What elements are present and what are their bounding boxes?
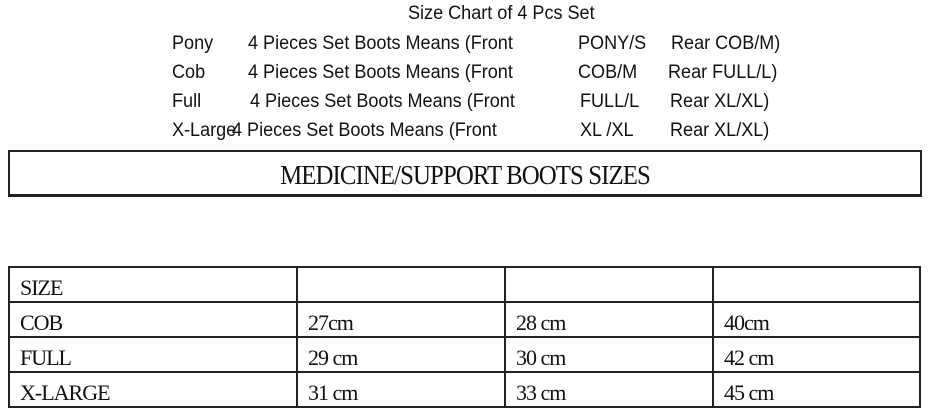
set-rear: Rear XL/XL) — [670, 91, 770, 112]
set-desc: 4 Pieces Set Boots Means (Front — [248, 62, 513, 83]
table-row: X-LARGE 31 cm 33 cm 45 cm — [8, 371, 921, 408]
set-front: FULL/L — [580, 91, 640, 112]
set-desc: 4 Pieces Set Boots Means (Front — [248, 33, 513, 54]
set-size: Full — [172, 91, 202, 112]
set-size: X-Large — [172, 120, 237, 141]
table-cell: 28 cm — [504, 301, 714, 338]
table-cell — [296, 266, 506, 303]
table-cell: COB — [8, 301, 298, 338]
table-cell: SIZE — [8, 266, 298, 303]
table-cell — [712, 266, 921, 303]
set-front: XL /XL — [580, 120, 634, 141]
table-cell: 29 cm — [296, 336, 506, 373]
set-rear: Rear XL/XL) — [670, 120, 770, 141]
set-desc: 4 Pieces Set Boots Means (Front — [232, 120, 497, 141]
set-size: Pony — [172, 33, 214, 54]
table-cell: 27cm — [296, 301, 506, 338]
table-cell: 40cm — [712, 301, 921, 338]
table-cell — [504, 266, 714, 303]
set-front: PONY/S — [578, 33, 647, 54]
table-cell: 42 cm — [712, 336, 921, 373]
table-cell: 45 cm — [712, 371, 921, 408]
table-header-row: SIZE — [8, 266, 921, 303]
set-front: COB/M — [578, 62, 638, 83]
set-rear: Rear COB/M) — [671, 33, 781, 54]
set-rear: Rear FULL/L) — [668, 62, 778, 83]
table-cell: 31 cm — [296, 371, 506, 408]
banner-title: MEDICINE/SUPPORT BOOTS SIZES — [280, 160, 651, 190]
table-cell: X-LARGE — [8, 371, 298, 408]
boot-size-table: SIZE COB 27cm 28 cm 40cm FULL 29 cm 30 c… — [8, 266, 921, 408]
table-row: FULL 29 cm 30 cm 42 cm — [8, 336, 921, 373]
table-cell: FULL — [8, 336, 298, 373]
set-size: Cob — [172, 62, 206, 83]
section-banner: MEDICINE/SUPPORT BOOTS SIZES — [8, 150, 922, 197]
set-desc: 4 Pieces Set Boots Means (Front — [250, 91, 515, 112]
chart-title: Size Chart of 4 Pcs Set — [408, 3, 595, 24]
table-row: COB 27cm 28 cm 40cm — [8, 301, 921, 338]
table-cell: 30 cm — [504, 336, 714, 373]
table-cell: 33 cm — [504, 371, 714, 408]
